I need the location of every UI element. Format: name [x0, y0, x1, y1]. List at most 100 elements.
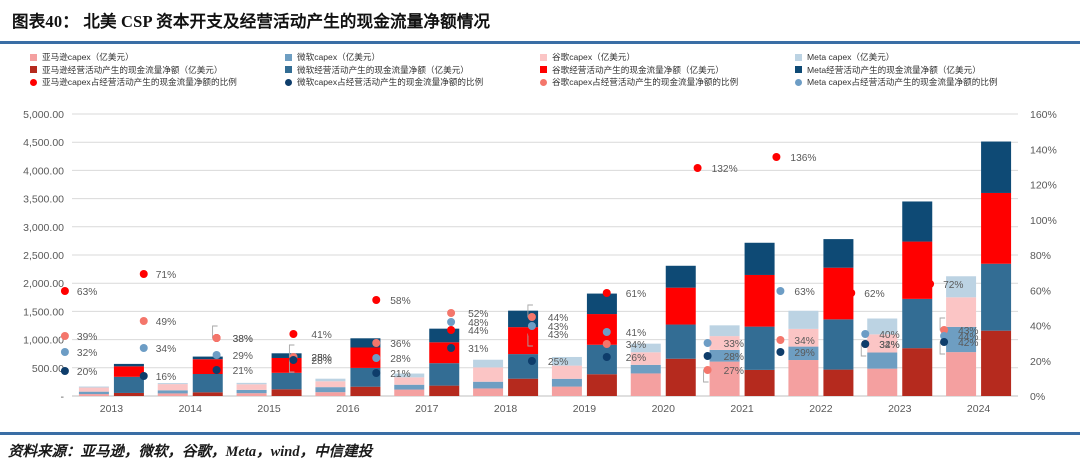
- legend-item-label: 微软capex（亿美元）: [297, 52, 381, 62]
- capex-bar-segment: [867, 334, 898, 353]
- legend-item[interactable]: 微软经营活动产生的现金流量净额（亿美元）: [285, 65, 540, 75]
- ratio-datapoint: 43%: [527, 322, 568, 333]
- y2-axis-tick-label: 120%: [1030, 180, 1057, 192]
- legend-item[interactable]: 亚马逊capex（亿美元）: [30, 52, 285, 62]
- legend-dot-icon: [795, 78, 802, 86]
- ratio-value-label: 31%: [468, 344, 488, 355]
- x-axis-category-label: 2023: [888, 403, 912, 415]
- x-axis-category-label: 2021: [730, 403, 754, 415]
- legend-item[interactable]: 谷歌经营活动产生的现金流量净额（亿美元）: [540, 65, 795, 75]
- capex-bar-segment: [709, 336, 740, 350]
- ratio-value-label: 29%: [794, 348, 814, 359]
- ocf-bar-segment: [665, 324, 696, 359]
- ratio-value-label: 52%: [468, 309, 488, 320]
- bar-group-2014: 2014: [157, 356, 223, 415]
- ratio-datapoint: 36%: [372, 339, 411, 350]
- ocf-bar-segment: [113, 363, 144, 367]
- ratio-datapoint: 21%: [212, 366, 253, 377]
- ocf-bar-segment: [744, 369, 775, 396]
- x-axis-category-label: 2022: [809, 403, 833, 415]
- capex-bar-segment: [630, 352, 661, 365]
- ratio-dot-marker: [772, 153, 781, 161]
- legend-item-label: 亚马逊capex占经营活动产生的现金流量净额的比例: [42, 77, 237, 87]
- legend-item[interactable]: Meta capex（亿美元）: [795, 52, 1050, 62]
- ocf-bar-segment: [823, 239, 854, 268]
- ratio-datapoint: 44%: [940, 332, 978, 343]
- source-note: 资料来源：亚马逊，微软，谷歌，Meta，wind，中信建投: [8, 444, 373, 460]
- legend-dot-icon: [540, 78, 547, 86]
- legend-item[interactable]: 微软capex占经营活动产生的现金流量净额的比例: [285, 77, 540, 87]
- ratio-datapoint: 32%: [860, 340, 900, 357]
- ratio-dot-marker: [776, 336, 785, 344]
- legend-item-label: 亚马逊经营活动产生的现金流量净额（亿美元）: [42, 64, 223, 75]
- ratio-datapoint: 41%: [602, 328, 646, 339]
- ratio-datapoint: 132%: [693, 164, 738, 175]
- ratio-value-label: 28%: [390, 354, 410, 365]
- ratio-dot-marker: [527, 322, 536, 330]
- ocf-bar-segment: [981, 263, 1012, 331]
- chart-svg: - 500.00 1,000.00 1,500.00 2,000.00 2,500.00 3…: [23, 109, 1057, 415]
- ratio-value-label: 38%: [233, 334, 253, 345]
- ratio-datapoint: 63%: [776, 287, 815, 298]
- y-axis-tick-label: 5,000.00: [23, 109, 64, 121]
- ocf-bar-segment: [665, 358, 696, 396]
- ratio-dot-marker: [447, 344, 456, 352]
- capex-bar-segment: [946, 352, 977, 396]
- y2-axis-tick-label: 80%: [1030, 250, 1051, 262]
- ratio-value-label: 43%: [958, 326, 978, 337]
- legend-item[interactable]: Meta capex占经营活动产生的现金流量净额的比例: [795, 77, 1050, 87]
- y2-axis-tick-label: 40%: [1030, 321, 1051, 333]
- capex-bar-segment: [394, 377, 425, 385]
- ratio-value-label: 28%: [724, 352, 744, 363]
- ocf-bar-segment: [429, 385, 460, 396]
- ratio-datapoint: 34%: [776, 336, 815, 347]
- legend-column-2: 谷歌capex（亿美元） 谷歌经营活动产生的现金流量净额（亿美元） 谷歌capex占…: [540, 50, 795, 100]
- ratio-value-label: 16%: [156, 372, 176, 383]
- capex-bar-segment: [394, 384, 425, 390]
- legend-item[interactable]: Meta经营活动产生的现金流量净额（亿美元）: [795, 65, 1050, 75]
- ratio-datapoint: 52%: [447, 309, 488, 320]
- ratio-datapoint: 63%: [60, 287, 97, 298]
- legend-item[interactable]: 亚马逊capex占经营活动产生的现金流量净额的比例: [30, 77, 285, 87]
- y-axis-tick-label: 4,000.00: [23, 165, 64, 177]
- ratio-datapoint: 42%: [939, 338, 978, 355]
- legend-item-label: 谷歌capex占经营活动产生的现金流量净额的比例: [552, 77, 739, 87]
- legend-swatch-icon: [540, 53, 547, 61]
- capex-bar-segment: [236, 382, 267, 385]
- ratio-dot-marker: [703, 339, 712, 347]
- y-axis-tick-label: 2,000.00: [23, 278, 64, 290]
- ocf-bar-segment: [902, 241, 933, 299]
- ocf-bar-segment: [744, 242, 775, 275]
- ocf-bar-segment: [981, 141, 1012, 193]
- ratio-dot-marker: [847, 289, 856, 297]
- y-axis-tick-label: -: [61, 391, 65, 403]
- ratio-value-label: 42%: [958, 338, 978, 349]
- legend-item[interactable]: 微软capex（亿美元）: [285, 52, 540, 62]
- ratio-dot-marker: [926, 280, 935, 288]
- y2-axis-tick-label: 140%: [1030, 144, 1057, 156]
- ratio-value-label: 25%: [311, 353, 331, 364]
- ratio-value-label: 27%: [724, 366, 744, 377]
- ratio-value-label: 63%: [794, 287, 814, 298]
- ratio-dot-marker: [527, 313, 536, 321]
- ocf-bar-segment: [350, 338, 381, 348]
- legend-item-label: Meta经营活动产生的现金流量净额（亿美元）: [807, 64, 981, 75]
- ratio-dot-marker: [602, 353, 611, 361]
- capex-bar-segment: [473, 381, 504, 389]
- ocf-bar-segment: [744, 326, 775, 370]
- legend-item[interactable]: 谷歌capex占经营活动产生的现金流量净额的比例: [540, 77, 795, 87]
- y-axis-tick-label: 1,000.00: [23, 335, 64, 347]
- capex-bar-segment: [473, 388, 504, 396]
- ocf-bar-segment: [271, 372, 302, 390]
- capex-bar-segment: [946, 297, 977, 327]
- ratio-datapoint: 44%: [527, 304, 568, 324]
- ratio-dot-marker: [60, 348, 69, 356]
- ratio-datapoint: 34%: [139, 344, 176, 355]
- ratio-datapoint: 16%: [139, 372, 176, 383]
- capex-bar-segment: [551, 356, 582, 366]
- capex-bar-segment: [788, 310, 819, 329]
- legend-item-label: 微软经营活动产生的现金流量净额（亿美元）: [297, 64, 469, 75]
- legend-item[interactable]: 谷歌capex（亿美元）: [540, 52, 795, 62]
- ratio-dot-marker: [212, 334, 221, 342]
- legend-item[interactable]: 亚马逊经营活动产生的现金流量净额（亿美元）: [30, 65, 285, 75]
